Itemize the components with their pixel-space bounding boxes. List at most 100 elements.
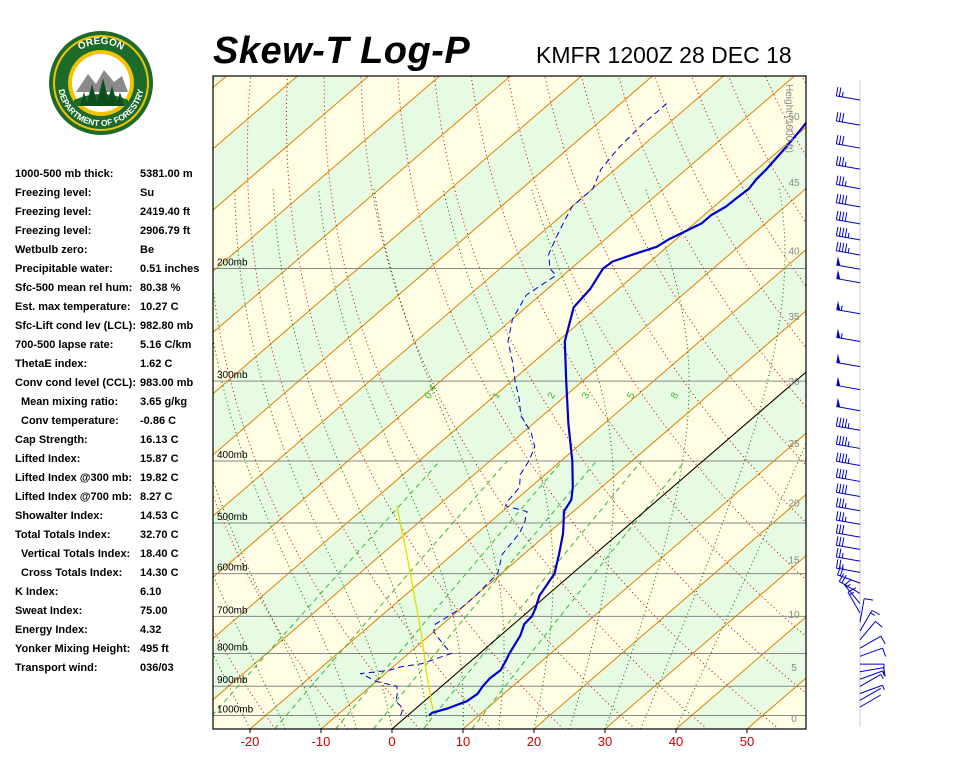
mixing-ratio-label: 2 — [546, 390, 559, 401]
isotherm-band — [0, 76, 84, 729]
index-label: Transport wind: — [15, 662, 98, 674]
pressure-label: 800mb — [217, 642, 248, 653]
pressure-label: 1000mb — [217, 704, 254, 715]
isotherm-line — [604, 555, 806, 729]
index-label: Conv temperature: — [21, 415, 119, 427]
index-value: 32.70 C — [140, 529, 179, 541]
index-value: 2419.40 ft — [140, 206, 191, 218]
index-label: Freezing level: — [15, 187, 92, 199]
freezing-isotherm — [391, 371, 806, 729]
page-title: Skew-T Log-P — [213, 30, 471, 72]
height-tick-label: 50 — [788, 112, 800, 123]
x-tick-label: 40 — [669, 734, 683, 749]
index-label: Mean mixing ratio: — [21, 396, 119, 408]
moist-adiabat — [213, 335, 357, 729]
height-tick-label: 10 — [788, 610, 800, 621]
index-value: 14.53 C — [140, 510, 179, 522]
mixing-ratio-line — [372, 460, 597, 729]
isotherm-line — [213, 76, 582, 395]
isotherm-band — [213, 127, 806, 700]
mixing-ratio-label: 5 — [625, 390, 638, 401]
dewpoint-trace — [360, 102, 669, 716]
pressure-label: 600mb — [217, 563, 248, 574]
dry-adiabat — [839, 76, 960, 729]
dry-adiabat — [912, 76, 960, 729]
index-value: 495 ft — [140, 643, 169, 655]
pressure-label: 400mb — [217, 450, 248, 461]
index-label: Conv cond level (CCL): — [15, 377, 137, 389]
height-tick-label: 30 — [788, 377, 800, 388]
index-label: Sfc-500 mean rel hum: — [15, 282, 133, 294]
mixing-ratio-line — [423, 460, 642, 729]
index-value: 75.00 — [140, 605, 168, 617]
temperature-trace — [428, 120, 806, 717]
index-value: -0.86 C — [140, 415, 177, 427]
isotherm-line — [0, 76, 13, 729]
plot-lines — [0, 76, 960, 729]
index-value: Be — [140, 244, 155, 256]
oregon-dept-of-forestry-logo: OREGON DEPARTMENT OF FORESTRY — [49, 31, 153, 135]
isotherm-line — [213, 76, 440, 272]
index-value: 983.00 mb — [140, 377, 194, 389]
index-label: Freezing level: — [15, 225, 92, 237]
x-tick-label: 10 — [456, 734, 470, 749]
height-tick-label: 0 — [791, 714, 797, 725]
pressure-label: 500mb — [217, 512, 248, 523]
index-value: 036/03 — [140, 662, 174, 674]
mixing-ratio-label: 8 — [669, 390, 682, 401]
parcel-trace — [396, 505, 434, 711]
isotherm-line — [249, 249, 806, 729]
index-label: Precipitable water: — [15, 263, 113, 275]
index-label: Lifted Index: — [15, 453, 81, 465]
index-label: Lifted Index @700 mb: — [15, 491, 133, 503]
dry-adiabat — [246, 76, 492, 729]
index-value: 4.32 — [140, 624, 162, 636]
index-value: 982.80 mb — [140, 320, 194, 332]
x-tick-label: 20 — [527, 734, 541, 749]
index-label: Est. max temperature: — [15, 301, 131, 313]
svg-text:OREGON: OREGON — [76, 36, 126, 53]
isotherm-line — [213, 187, 806, 701]
index-label: Cap Strength: — [15, 434, 88, 446]
moist-adiabat — [234, 188, 393, 729]
isotherm-line — [213, 76, 653, 456]
height-tick-label: 40 — [788, 246, 800, 257]
dry-adiabat — [580, 76, 806, 466]
height-tick-label: 35 — [788, 312, 800, 323]
index-value: 19.82 C — [140, 472, 179, 484]
index-value: Su — [140, 187, 155, 199]
index-label: K Index: — [15, 586, 59, 598]
pressure-label: 300mb — [217, 370, 248, 381]
height-tick-label: 45 — [788, 178, 800, 189]
moist-adiabat — [530, 188, 615, 729]
isotherm-line — [533, 493, 806, 729]
isotherm-line — [213, 76, 227, 89]
pressure-label: 700mb — [217, 605, 248, 616]
index-label: Energy Index: — [15, 624, 88, 636]
dry-adiabat — [76, 76, 204, 729]
x-tick-label: 0 — [388, 734, 395, 749]
dry-adiabat — [213, 493, 348, 729]
index-label: Vertical Totals Index: — [21, 548, 131, 560]
isotherm-line — [320, 310, 806, 729]
logo-top-text: OREGON — [76, 36, 126, 53]
index-value: 14.30 C — [140, 567, 179, 579]
index-value: 1.62 C — [140, 358, 173, 370]
pressure-label: 900mb — [217, 675, 248, 686]
isotherm-line — [213, 76, 511, 334]
index-value: 15.87 C — [140, 453, 179, 465]
index-value: 0.51 inches — [140, 263, 200, 275]
isotherm-line — [675, 616, 806, 729]
x-tick-label: 50 — [740, 734, 754, 749]
dry-adiabat — [28, 76, 131, 729]
height-tick-label: 5 — [791, 663, 797, 674]
index-label: Wetbulb zero: — [15, 244, 88, 256]
dry-adiabat — [360, 76, 708, 729]
index-value: 10.27 C — [140, 301, 179, 313]
index-label: Freezing level: — [15, 206, 92, 218]
index-label: Yonker Mixing Height: — [15, 643, 131, 655]
dry-adiabat — [433, 76, 806, 694]
isotherm-line — [0, 76, 155, 729]
isotherm-line — [213, 76, 724, 517]
